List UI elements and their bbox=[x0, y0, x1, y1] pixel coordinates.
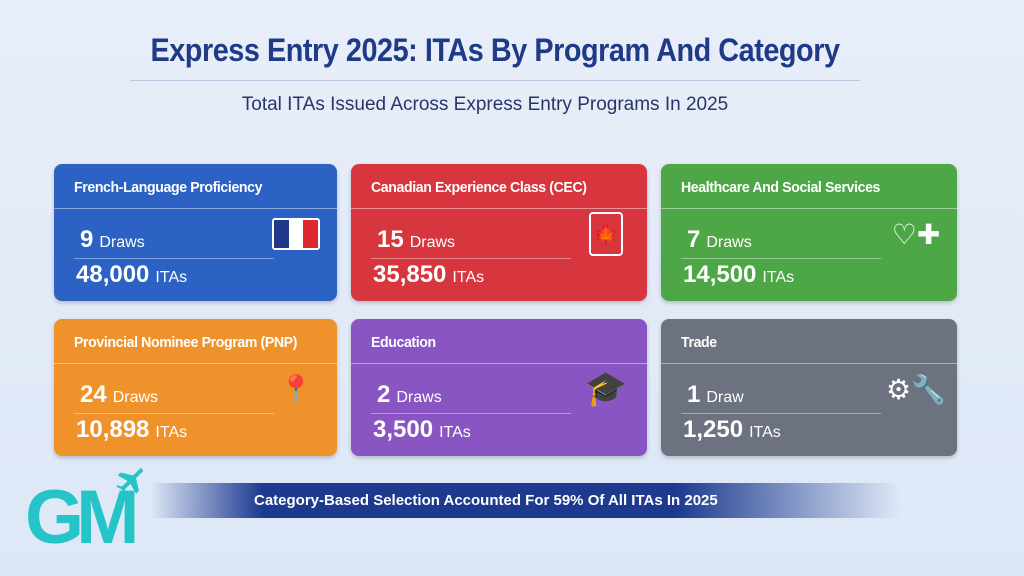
itas-count: 3,500 ITAs bbox=[373, 416, 471, 444]
itas-count: 10,898 ITAs bbox=[76, 416, 187, 444]
program-card: Canadian Experience Class (CEC) 🍁 15 Draw… bbox=[351, 164, 647, 301]
itas-value: 14,500 bbox=[683, 261, 757, 288]
maple-leaf-clipboard-icon: 🍁 bbox=[579, 212, 633, 256]
draws-count: 15 Draws bbox=[377, 226, 455, 254]
card-title: Trade bbox=[681, 334, 717, 351]
itas-count: 35,850 ITAs bbox=[373, 261, 484, 289]
program-card: Healthcare And Social Services ♡✚ 7 Draws… bbox=[661, 164, 957, 301]
itas-value: 1,250 bbox=[683, 416, 744, 443]
divider bbox=[74, 413, 274, 414]
divider bbox=[351, 208, 647, 209]
draws-count: 2 Draws bbox=[377, 381, 442, 409]
draws-label: Draw bbox=[706, 389, 744, 406]
gm-logo: GM bbox=[25, 475, 139, 560]
draws-value: 24 bbox=[80, 381, 107, 408]
divider bbox=[130, 80, 860, 81]
card-title: Education bbox=[371, 334, 436, 351]
itas-label: ITAs bbox=[749, 424, 781, 441]
divider bbox=[74, 258, 274, 259]
divider bbox=[681, 413, 881, 414]
program-card: Provincial Nominee Program (PNP) 📍 24 Dra… bbox=[54, 319, 337, 456]
page-subtitle: Total ITAs Issued Across Express Entry P… bbox=[241, 94, 729, 115]
draws-count: 24 Draws bbox=[80, 381, 158, 409]
tools-icon: ⚙🔧 bbox=[886, 373, 946, 405]
draws-count: 1 Draw bbox=[687, 381, 744, 409]
card-title: Provincial Nominee Program (PNP) bbox=[74, 334, 298, 351]
draws-label: Draws bbox=[396, 389, 442, 406]
program-card: Education 🎓 2 Draws 3,500 ITAs bbox=[351, 319, 647, 456]
divider bbox=[661, 363, 957, 364]
draws-value: 7 bbox=[687, 226, 701, 253]
divider bbox=[681, 258, 881, 259]
card-title: Canadian Experience Class (CEC) bbox=[371, 179, 587, 196]
draws-label: Draws bbox=[409, 234, 456, 251]
itas-count: 1,250 ITAs bbox=[683, 416, 781, 444]
itas-value: 35,850 bbox=[373, 261, 447, 288]
itas-value: 48,000 bbox=[76, 261, 150, 288]
card-title: Healthcare And Social Services bbox=[681, 179, 881, 196]
page-title: Express Entry 2025: ITAs By Program And … bbox=[150, 32, 840, 68]
draws-label: Draws bbox=[706, 234, 752, 251]
card-title: French-Language Proficiency bbox=[74, 179, 263, 196]
itas-value: 3,500 bbox=[373, 416, 434, 443]
itas-label: ITAs bbox=[439, 424, 471, 441]
draws-value: 15 bbox=[377, 226, 404, 253]
medical-heart-icon: ♡✚ bbox=[891, 218, 941, 250]
divider bbox=[371, 258, 571, 259]
draws-value: 9 bbox=[80, 226, 94, 253]
program-card: Trade ⚙🔧 1 Draw 1,250 ITAs bbox=[661, 319, 957, 456]
draws-value: 2 bbox=[377, 381, 391, 408]
itas-label: ITAs bbox=[155, 424, 188, 441]
draws-label: Draws bbox=[112, 389, 159, 406]
airplane-icon bbox=[116, 468, 144, 496]
itas-count: 14,500 ITAs bbox=[683, 261, 794, 289]
divider bbox=[661, 208, 957, 209]
itas-value: 10,898 bbox=[76, 416, 150, 443]
draws-value: 1 bbox=[687, 381, 701, 408]
itas-label: ITAs bbox=[762, 269, 795, 286]
graduation-cap-icon: 🎓 bbox=[584, 370, 628, 408]
itas-label: ITAs bbox=[155, 269, 188, 286]
divider bbox=[371, 413, 571, 414]
divider bbox=[351, 363, 647, 364]
summary-banner: Category-Based Selection Accounted For 5… bbox=[150, 483, 900, 518]
france-flag-icon bbox=[269, 212, 323, 256]
program-card: French-Language Proficiency 9 Draws 48,00… bbox=[54, 164, 337, 301]
divider bbox=[54, 363, 337, 364]
draws-count: 7 Draws bbox=[687, 226, 752, 254]
map-pin-icon: 📍 bbox=[278, 373, 314, 405]
draws-count: 9 Draws bbox=[80, 226, 145, 254]
itas-label: ITAs bbox=[452, 269, 485, 286]
itas-count: 48,000 ITAs bbox=[76, 261, 187, 289]
draws-label: Draws bbox=[99, 234, 145, 251]
divider bbox=[54, 208, 337, 209]
